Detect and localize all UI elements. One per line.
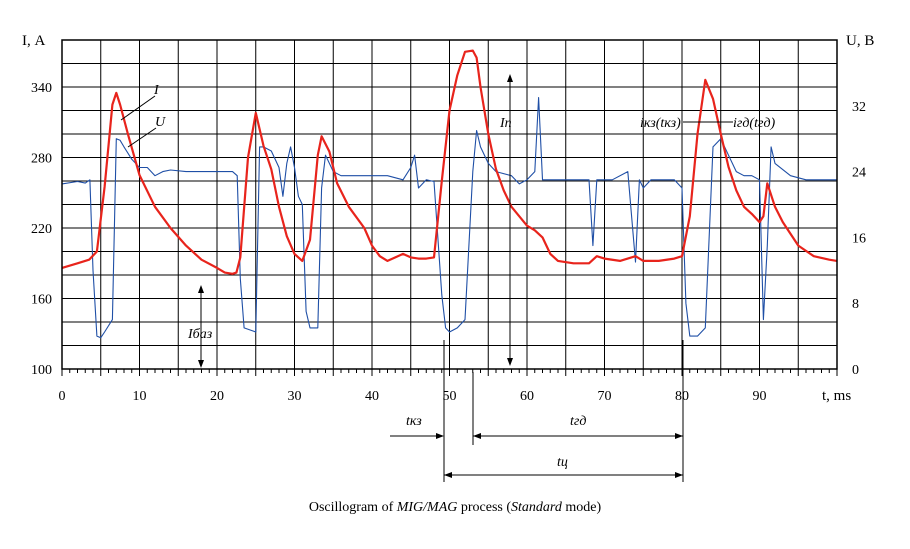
figure-caption: Oscillogram of MIG/MAG process (Standard… <box>0 500 910 516</box>
y-right-tick-label: 16 <box>852 231 866 246</box>
y-left-tick-label: 280 <box>31 152 52 167</box>
y-left-tick-label: 160 <box>31 293 52 308</box>
x-tick-label: 40 <box>365 389 379 404</box>
y-right-tick-label: 0 <box>852 363 859 378</box>
series-label-U: U <box>155 115 166 130</box>
y-right-tick-label: 24 <box>852 166 866 181</box>
x-tick-label: 0 <box>59 389 66 404</box>
x-tick-label: 10 <box>133 389 147 404</box>
y-axis-right-title: U, В <box>846 33 874 49</box>
tc-arrowhead-right <box>675 472 683 478</box>
series-label-U-leader <box>127 127 157 148</box>
y-axis-left-title: I, А <box>22 33 45 49</box>
x-tick-label: 80 <box>675 389 689 404</box>
tkz-arrowhead-left <box>436 433 444 439</box>
y-left-tick-label: 100 <box>31 363 52 378</box>
i-peak-arrowhead-bottom <box>507 358 513 366</box>
x-tick-label: 20 <box>210 389 224 404</box>
i-base-label: Iбаз <box>187 327 213 342</box>
series-line-U <box>61 97 837 339</box>
i-peak-label: Iп <box>499 116 512 131</box>
caption-process: MIG/MAG <box>396 500 458 515</box>
caption-suffix: mode) <box>561 500 602 515</box>
y-right-tick-label: 32 <box>852 100 866 115</box>
tc-label: tц <box>557 455 568 470</box>
series-label-I-leader <box>120 95 156 121</box>
igd-label: iгд(tгд) <box>733 116 776 131</box>
x-tick-label: 30 <box>288 389 302 404</box>
i-base-arrowhead-bottom <box>198 360 204 368</box>
x-tick-label: 60 <box>520 389 534 404</box>
i-peak-arrowhead-top <box>507 74 513 82</box>
series-line-I <box>61 49 838 275</box>
caption-middle: process ( <box>457 500 512 515</box>
x-tick-label: 70 <box>598 389 612 404</box>
series-layer <box>61 49 838 339</box>
x-tick-label: 50 <box>443 389 457 404</box>
grid-lines <box>61 40 838 376</box>
plot-frame <box>61 39 838 370</box>
x-axis-title: t, ms <box>822 388 851 404</box>
y-left-tick-label: 220 <box>31 222 52 237</box>
y-left-tick-label: 340 <box>31 81 52 96</box>
i-base-arrowhead-top <box>198 285 204 293</box>
tgd-arrowhead-right <box>675 433 683 439</box>
tkz-label: tкз <box>406 414 422 429</box>
series-label-I: I <box>153 83 160 98</box>
ikz-label: iкз(tкз) <box>640 116 681 131</box>
caption-prefix: Oscillogram of <box>308 500 397 515</box>
tc-arrowhead-left <box>444 472 452 478</box>
y-right-tick-label: 8 <box>852 297 859 312</box>
tgd-label: tгд <box>570 414 586 429</box>
caption-mode: Standard <box>511 500 562 515</box>
tick-labels: 0 10 20 30 40 50 60 70 80 90 100 160 220 280 340 0 8 16 24… <box>31 81 866 404</box>
x-tick-label: 90 <box>753 389 767 404</box>
